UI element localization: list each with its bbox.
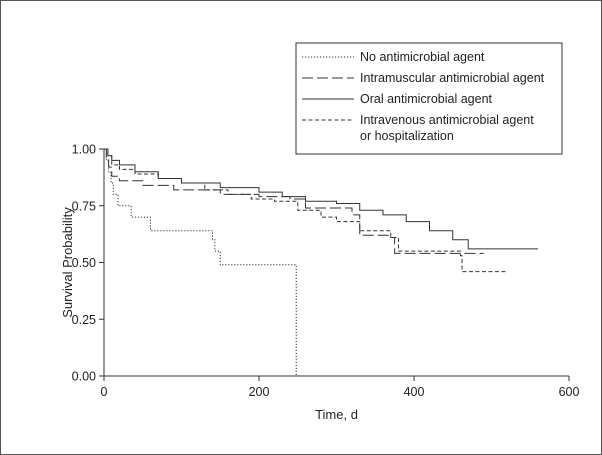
curve-4 [104, 148, 507, 273]
x-tick-label: 0 [101, 385, 108, 399]
y-tick-label: 0.75 [72, 199, 96, 213]
x-axis-title: Time, d [315, 407, 358, 422]
y-tick-label: 0.25 [72, 313, 96, 327]
x-tick-label: 200 [249, 385, 270, 399]
legend: No antimicrobial agent Intramuscular anti… [295, 42, 563, 155]
x-tick-label: 600 [559, 385, 580, 399]
y-tick-label: 0.50 [72, 256, 96, 270]
y-tick-label: 1.00 [72, 143, 96, 157]
legend-label: or hospitalization [360, 129, 454, 143]
legend-label: Oral antimicrobial agent [360, 92, 493, 106]
curve-2 [104, 148, 484, 254]
legend-label: No antimicrobial agent [360, 50, 485, 64]
x-tick-label: 400 [404, 385, 425, 399]
curves [104, 148, 538, 376]
curve-3 [104, 148, 538, 250]
legend-label: Intravenous antimicrobial agent [360, 113, 534, 127]
axes: 0 200 400 600 0.00 0.25 0.50 0.75 1.00 [72, 143, 580, 400]
y-axis-title: Survival Probability [60, 207, 75, 318]
y-tick-label: 0.00 [72, 370, 96, 384]
legend-label: Intramuscular antimicrobial agent [360, 71, 545, 85]
